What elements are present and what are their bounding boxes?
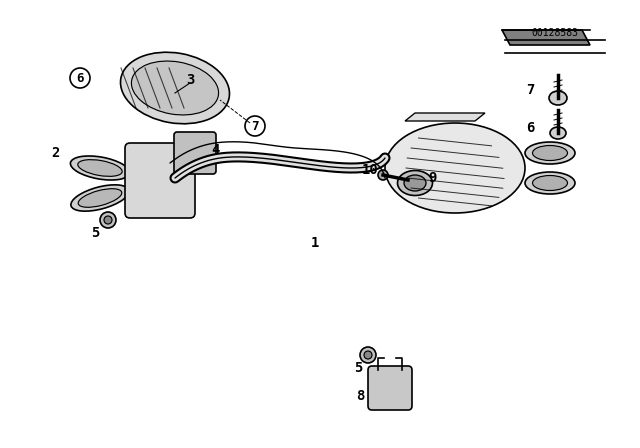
Ellipse shape	[549, 91, 567, 105]
Circle shape	[100, 212, 116, 228]
Text: 3: 3	[186, 73, 194, 87]
Polygon shape	[405, 113, 485, 121]
Ellipse shape	[385, 123, 525, 213]
Text: 2: 2	[51, 146, 59, 160]
FancyBboxPatch shape	[174, 132, 216, 174]
FancyBboxPatch shape	[125, 143, 195, 218]
Polygon shape	[502, 30, 590, 45]
Text: 00128583: 00128583	[531, 28, 579, 38]
Ellipse shape	[120, 52, 230, 124]
FancyBboxPatch shape	[368, 366, 412, 410]
Text: 7: 7	[526, 83, 534, 97]
Text: 10: 10	[362, 163, 378, 177]
Ellipse shape	[78, 159, 122, 177]
Circle shape	[245, 116, 265, 136]
Text: 5: 5	[91, 226, 99, 240]
Ellipse shape	[532, 176, 568, 190]
Text: 4: 4	[211, 143, 219, 157]
Ellipse shape	[525, 142, 575, 164]
Text: 6: 6	[76, 72, 84, 85]
Ellipse shape	[404, 175, 426, 191]
Text: 9: 9	[428, 171, 436, 185]
Circle shape	[378, 170, 388, 180]
Ellipse shape	[550, 127, 566, 139]
Ellipse shape	[78, 189, 122, 207]
Text: 8: 8	[356, 389, 364, 403]
Text: 1: 1	[311, 236, 319, 250]
Ellipse shape	[71, 185, 129, 211]
Ellipse shape	[131, 61, 219, 115]
Ellipse shape	[70, 156, 130, 180]
Circle shape	[360, 347, 376, 363]
Circle shape	[364, 351, 372, 359]
Text: 6: 6	[526, 121, 534, 135]
Circle shape	[70, 68, 90, 88]
Ellipse shape	[397, 171, 433, 195]
Ellipse shape	[525, 172, 575, 194]
Text: 7: 7	[252, 120, 259, 133]
Circle shape	[104, 216, 112, 224]
Text: 5: 5	[354, 361, 362, 375]
Ellipse shape	[532, 146, 568, 160]
